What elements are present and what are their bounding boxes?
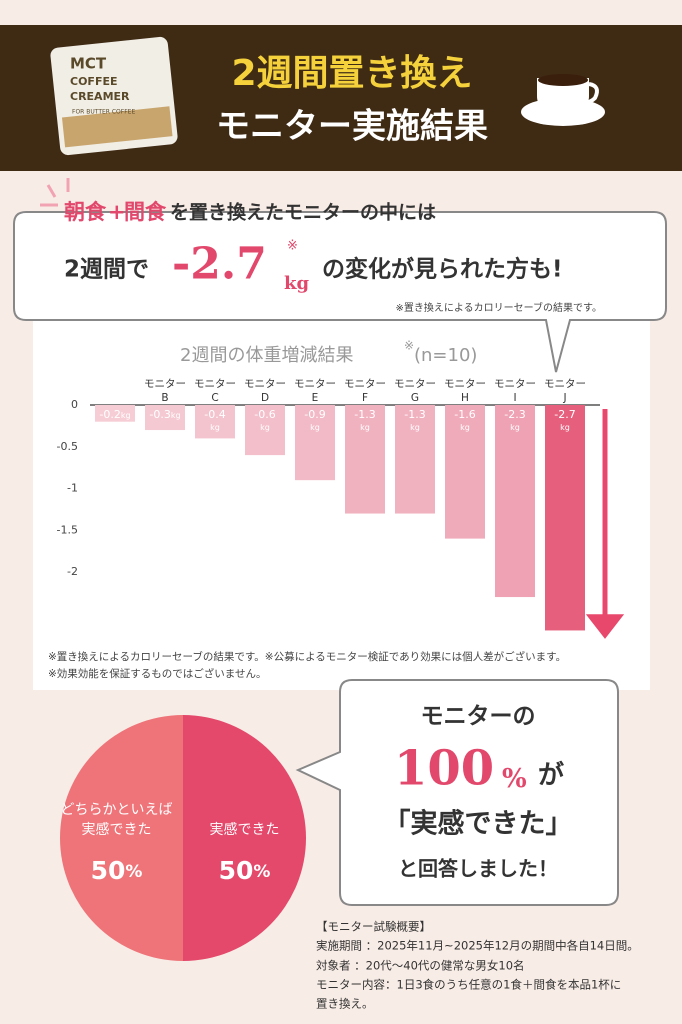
product-text: FOR BUTTER COFFEE	[72, 109, 135, 116]
result-text: と回答しました！	[398, 857, 558, 881]
bar	[195, 405, 235, 439]
value-label: -1.6 kg	[454, 408, 475, 432]
chart-title-note: ※	[404, 339, 414, 353]
callout-note: ※置き換えによるカロリーセーブの結果です。	[396, 301, 602, 314]
callout-text: の変化が見られた方も!	[322, 256, 563, 283]
bar	[495, 405, 535, 598]
slice-value: 50%	[219, 856, 271, 885]
x-tick-label: モニター J	[544, 378, 586, 404]
y-tick-label: -2	[67, 565, 78, 578]
value-label: -0.6 kg	[254, 408, 275, 432]
value-label: -2.7 kg	[554, 408, 575, 432]
callout-highlight: 朝食	[64, 200, 107, 224]
x-tick-label: モニター D	[244, 378, 286, 404]
header-title: モニター実施結果	[216, 107, 488, 147]
y-tick-label: 0	[71, 398, 78, 411]
chart-note: ※効果効能を保証するものではございません。	[48, 667, 266, 680]
callout-text: 2週間で	[64, 257, 149, 283]
value-label: -1.3 kg	[354, 408, 375, 432]
pie-slice	[183, 715, 306, 961]
product-text: MCT	[70, 55, 107, 73]
x-tick-label: モニター G	[394, 378, 436, 404]
trend-arrow	[585, 409, 625, 639]
product-package	[50, 36, 178, 156]
result-bubble	[295, 679, 619, 906]
value-label: -0.2kg	[99, 408, 130, 421]
value-label: -1.3 kg	[404, 408, 425, 432]
result-quote: 「実感できた」	[384, 808, 573, 840]
callout-highlight: 間食	[124, 200, 167, 224]
callout-highlight: +	[108, 200, 126, 224]
slice-label: どちらかといえば実感できた	[61, 802, 173, 838]
x-tick-label: モニター C	[194, 378, 236, 404]
bar	[395, 405, 435, 514]
bar	[545, 405, 585, 631]
value-label: -0.9 kg	[304, 408, 325, 432]
summary-line: 置き換え。	[316, 997, 374, 1011]
slice-label: 実感できた	[210, 821, 280, 838]
sparkle	[40, 178, 70, 207]
slice-value: 50%	[91, 856, 143, 885]
x-tick-label: モニター B	[144, 378, 186, 404]
result-text: が	[538, 760, 564, 791]
summary-title: 【モニター試験概要】	[316, 920, 431, 934]
x-tick-label: モニター H	[444, 378, 486, 404]
result-unit: %	[502, 764, 527, 794]
y-tick-label: -1.5	[57, 523, 78, 536]
x-tick-label: モニター E	[294, 378, 336, 404]
result-figure: 100	[394, 741, 494, 797]
product-text: CREAMER	[70, 90, 130, 103]
callout-figure: -2.7	[172, 239, 267, 290]
value-label: -0.4 kg	[204, 408, 225, 432]
bar	[95, 405, 135, 422]
callout-mark: ※	[287, 239, 298, 254]
bar	[145, 405, 185, 431]
product-text: COFFEE	[70, 75, 117, 88]
result-text: モニターの	[421, 704, 536, 730]
chart-note: ※置き換えによるカロリーセーブの結果です。※公募によるモニター検証であり効果には…	[48, 650, 566, 663]
bar	[245, 405, 285, 456]
chart-sample: (n=10)	[414, 345, 477, 366]
x-tick-label: モニター F	[344, 378, 386, 404]
summary-line: 実施期間 ：2025年11月~2025年12月の期間中各自14日間。	[316, 939, 639, 953]
summary-line: モニター内容：1日3食のうち任意の1食＋間食を本品1杯に	[316, 978, 621, 992]
bar	[345, 405, 385, 514]
callout-bubble	[13, 211, 667, 373]
bar	[295, 405, 335, 481]
summary-line: 対象者 ：20代〜40代の健常な男女10名	[316, 959, 525, 973]
bar	[445, 405, 485, 539]
value-label: -0.3kg	[149, 408, 180, 421]
callout-lead: を置き換えたモニターの中には	[170, 201, 436, 224]
coffee-cup	[521, 74, 605, 126]
chart-title: 2週間の体重増減結果	[180, 345, 353, 366]
y-tick-label: -1	[67, 482, 78, 495]
pie-slice	[60, 715, 183, 961]
value-label: -2.3 kg	[504, 408, 525, 432]
x-tick-label: モニター I	[494, 378, 536, 404]
callout-unit: kg	[284, 273, 309, 294]
y-tick-label: -0.5	[57, 440, 78, 453]
header-title: 2週間置き換え	[231, 53, 472, 94]
